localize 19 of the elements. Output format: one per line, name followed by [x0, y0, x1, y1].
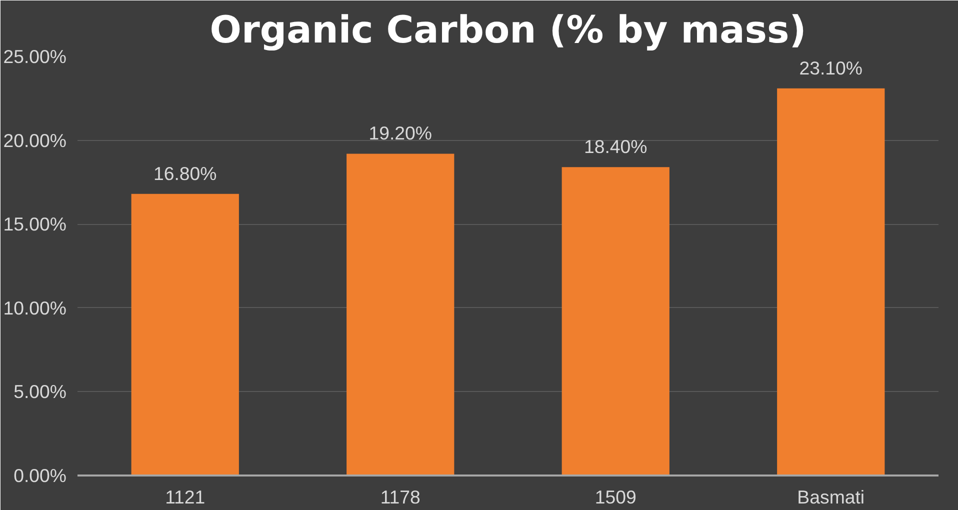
x-tick-label: 1121: [165, 486, 206, 508]
y-tick-label: 5.00%: [14, 381, 67, 402]
y-tick-label: 25.00%: [3, 46, 67, 67]
data-label: 16.80%: [153, 162, 217, 184]
y-tick-label: 10.00%: [3, 297, 67, 318]
data-label: 19.20%: [368, 122, 432, 144]
data-label: 23.10%: [799, 57, 863, 78]
bar: [562, 167, 670, 476]
x-tick-label: 1509: [594, 486, 636, 508]
y-tick-label: 15.00%: [3, 214, 67, 235]
y-tick-label: 0.00%: [14, 465, 67, 486]
bar: [346, 154, 454, 476]
bar: [131, 194, 239, 476]
x-tick-label: Basmati: [797, 486, 865, 508]
y-tick-label: 20.00%: [3, 130, 67, 151]
bar: [777, 88, 885, 476]
chart-title: Organic Carbon (% by mass): [210, 8, 806, 52]
data-label: 18.40%: [584, 136, 648, 158]
x-tick-label: 1178: [380, 486, 420, 508]
